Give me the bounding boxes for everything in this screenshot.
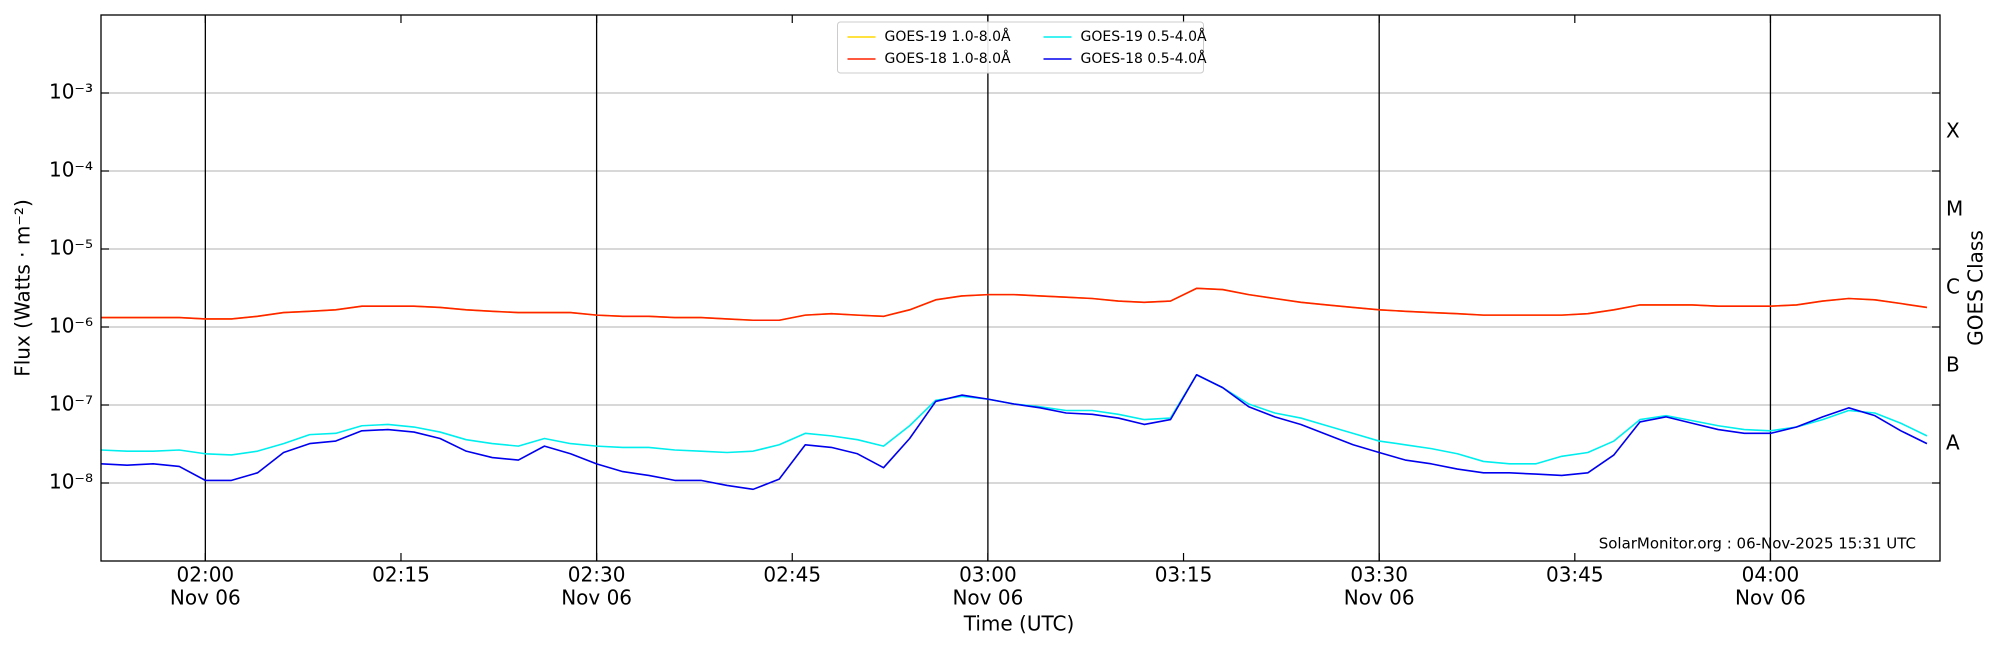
x-tick-label: 03:00 [959, 563, 1017, 587]
x-tick-sublabel: Nov 06 [170, 586, 241, 610]
x-tick-label: 03:15 [1155, 563, 1213, 587]
y-tick-label: 10⁻³ [49, 80, 93, 104]
legend-label: GOES-18 1.0-8.0Å [885, 50, 1011, 67]
legend-label: GOES-19 1.0-8.0Å [885, 28, 1011, 45]
legend: GOES-19 1.0-8.0Å GOES-18 1.0-8.0Å GOES-19 … [837, 21, 1207, 74]
x-tick-sublabel: Nov 06 [952, 586, 1023, 610]
y2-tick-label: X [1946, 119, 1960, 143]
x-tick-label: 02:00 [177, 563, 235, 587]
y2-tick-label: B [1946, 353, 1960, 377]
x-tick-label: 03:45 [1546, 563, 1604, 587]
x-tick-sublabel: Nov 06 [561, 586, 632, 610]
x-tick-label: 02:15 [372, 563, 430, 587]
y-tick-label: 10⁻⁴ [49, 158, 93, 182]
plot-frame [100, 14, 1941, 562]
y-tick-label: 10⁻⁸ [49, 470, 93, 494]
y2-tick-label: A [1946, 431, 1960, 455]
series-line [101, 287, 1928, 322]
x-axis-label: Time (UTC) [963, 612, 1075, 636]
series-line [100, 373, 1928, 491]
y-tick-label: 10⁻⁵ [49, 236, 93, 260]
x-tick-label: 02:30 [568, 563, 626, 587]
legend-label: GOES-19 0.5-4.0Å [1081, 28, 1207, 45]
y-tick-label: 10⁻⁶ [49, 314, 93, 338]
y-tick-label: 10⁻⁷ [49, 392, 93, 416]
y2-axis-label: GOES Class [1964, 230, 1988, 346]
x-tick-sublabel: Nov 06 [1344, 586, 1415, 610]
x-tick-sublabel: Nov 06 [1735, 586, 1806, 610]
annotation: SolarMonitor.org : 06-Nov-2025 15:31 UTC [1599, 535, 1916, 553]
x-tick-label: 03:30 [1350, 563, 1408, 587]
y-axis-label: Flux (Watts · m⁻²) [11, 199, 35, 377]
x-tick-label: 02:45 [763, 563, 821, 587]
x-tick-label: 04:00 [1742, 563, 1800, 587]
y2-tick-label: C [1946, 275, 1960, 299]
y2-tick-label: M [1946, 197, 1963, 221]
legend-box [837, 21, 1204, 74]
legend-label: GOES-18 0.5-4.0Å [1081, 50, 1207, 67]
